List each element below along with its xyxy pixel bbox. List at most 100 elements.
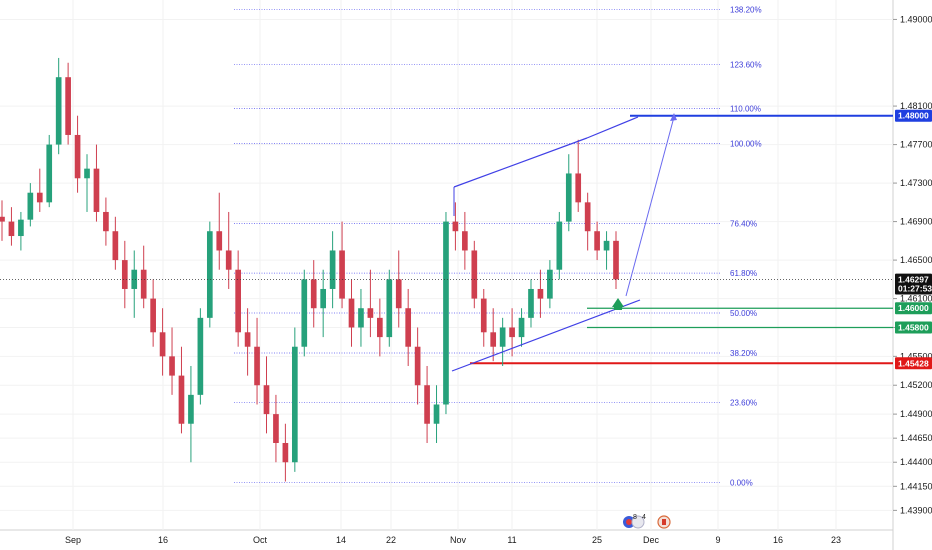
candle-body [301, 279, 308, 347]
price-tick-label: 1.49000 [900, 14, 932, 24]
candle-body [443, 221, 449, 405]
currency-badge-icon [631, 515, 645, 529]
candle-body [93, 168, 100, 212]
candle-body [140, 269, 147, 299]
flag-badge-inner [626, 519, 632, 525]
candle-body [575, 173, 582, 203]
candle-body [386, 279, 393, 338]
candle-body [103, 211, 109, 232]
candle-body [112, 231, 119, 261]
time-tick-label: 9 [715, 535, 720, 545]
price-tick-label: 1.44900 [900, 409, 932, 419]
buy-arrow-stem [614, 306, 622, 310]
candle-body [131, 269, 138, 289]
price-tag-box [895, 357, 932, 370]
watermark-icons: 8 4 [623, 514, 671, 529]
price-tag-box [895, 302, 932, 315]
fib-level-label: 110.00% [730, 104, 761, 113]
fib-level-label: 123.60% [730, 61, 762, 70]
fibonacci-retracement[interactable]: 138.20% 123.60% 110.00% 100.00% 76.40% 61.80%… [234, 5, 762, 487]
candle-body [348, 298, 355, 328]
price-tick-label: 1.43900 [900, 505, 932, 515]
candle-body [46, 144, 53, 203]
candle-body [537, 288, 544, 299]
price-tick-label: 1.44650 [900, 433, 932, 443]
candle-body [65, 77, 71, 135]
time-tick-label: Oct [253, 535, 268, 545]
channel-lower-line[interactable] [451, 299, 641, 372]
fib-level-label: 23.60% [730, 399, 757, 408]
candle-body [613, 240, 619, 280]
candle-body [603, 240, 610, 251]
time-tick-label: Sep [65, 535, 81, 545]
candle-body [339, 250, 345, 299]
candle-body [273, 414, 279, 443]
candle-body [462, 231, 468, 251]
candle-body [367, 308, 374, 318]
price-tag-label: 1.45428 [898, 358, 929, 368]
candle-body [565, 173, 572, 222]
candle-body [121, 260, 128, 289]
candle-body [480, 298, 487, 333]
projection-line[interactable] [625, 116, 675, 297]
candle-body [395, 279, 402, 309]
candle-body [8, 221, 15, 237]
candle-body [594, 231, 600, 251]
price-tick-label: 1.45500 [900, 351, 932, 361]
price-tag-label: 1.48000 [898, 111, 929, 121]
candle-body [320, 288, 327, 309]
candle-body [547, 269, 553, 299]
candle-body [36, 192, 43, 203]
candle-body [244, 332, 251, 347]
horizontal-levels[interactable] [470, 114, 893, 365]
candle-body [55, 77, 62, 145]
fib-level-label: 138.20% [730, 5, 762, 14]
fib-level-label: 76.40% [730, 220, 757, 229]
candle-body [414, 346, 421, 386]
candle-body [499, 327, 506, 347]
price-tick-label: 1.46900 [900, 217, 932, 227]
candle-body [405, 308, 412, 347]
channel-upper-line[interactable] [453, 137, 588, 188]
time-tick-label: 25 [592, 535, 602, 545]
buy-arrow-icon[interactable] [612, 298, 624, 307]
candle-body [169, 356, 175, 376]
candle-body [197, 317, 204, 395]
candle-body [377, 317, 383, 338]
time-tick-label: 16 [158, 535, 168, 545]
drawings[interactable] [451, 113, 677, 372]
time-tick-label: 22 [386, 535, 396, 545]
candle-body [150, 298, 156, 333]
price-tick-label: 1.44400 [900, 457, 932, 467]
candle-body [235, 269, 241, 333]
candle-body [358, 308, 364, 328]
price-tag-box [895, 109, 932, 122]
time-axis[interactable]: Sep 16 Oct 14 22 Nov 11 25 Dec 9 16 23 [65, 535, 841, 545]
candle-body [291, 346, 298, 463]
candle-body [225, 250, 232, 270]
time-tick-label: 16 [773, 535, 783, 545]
candle-body [27, 192, 34, 220]
candle-body [310, 279, 317, 309]
candle-body [84, 168, 90, 179]
candle-body [433, 404, 440, 424]
badge-number: 8 [633, 514, 637, 521]
candle-body [329, 250, 336, 289]
channel-upper-extension[interactable] [586, 116, 639, 139]
price-tag-box [895, 321, 932, 334]
candle-body [424, 385, 430, 424]
fib-level-label: 0.00% [730, 478, 753, 487]
fib-level-label: 38.20% [730, 349, 757, 358]
time-tick-label: 23 [831, 535, 841, 545]
price-tag-label: 1.46297 [898, 275, 929, 285]
candle-body [178, 375, 185, 424]
grid-layer [0, 0, 893, 530]
candle-body [509, 327, 515, 338]
price-tag-label: 1.45800 [898, 322, 929, 332]
price-tag-box [895, 282, 932, 295]
candle-body [556, 221, 563, 270]
